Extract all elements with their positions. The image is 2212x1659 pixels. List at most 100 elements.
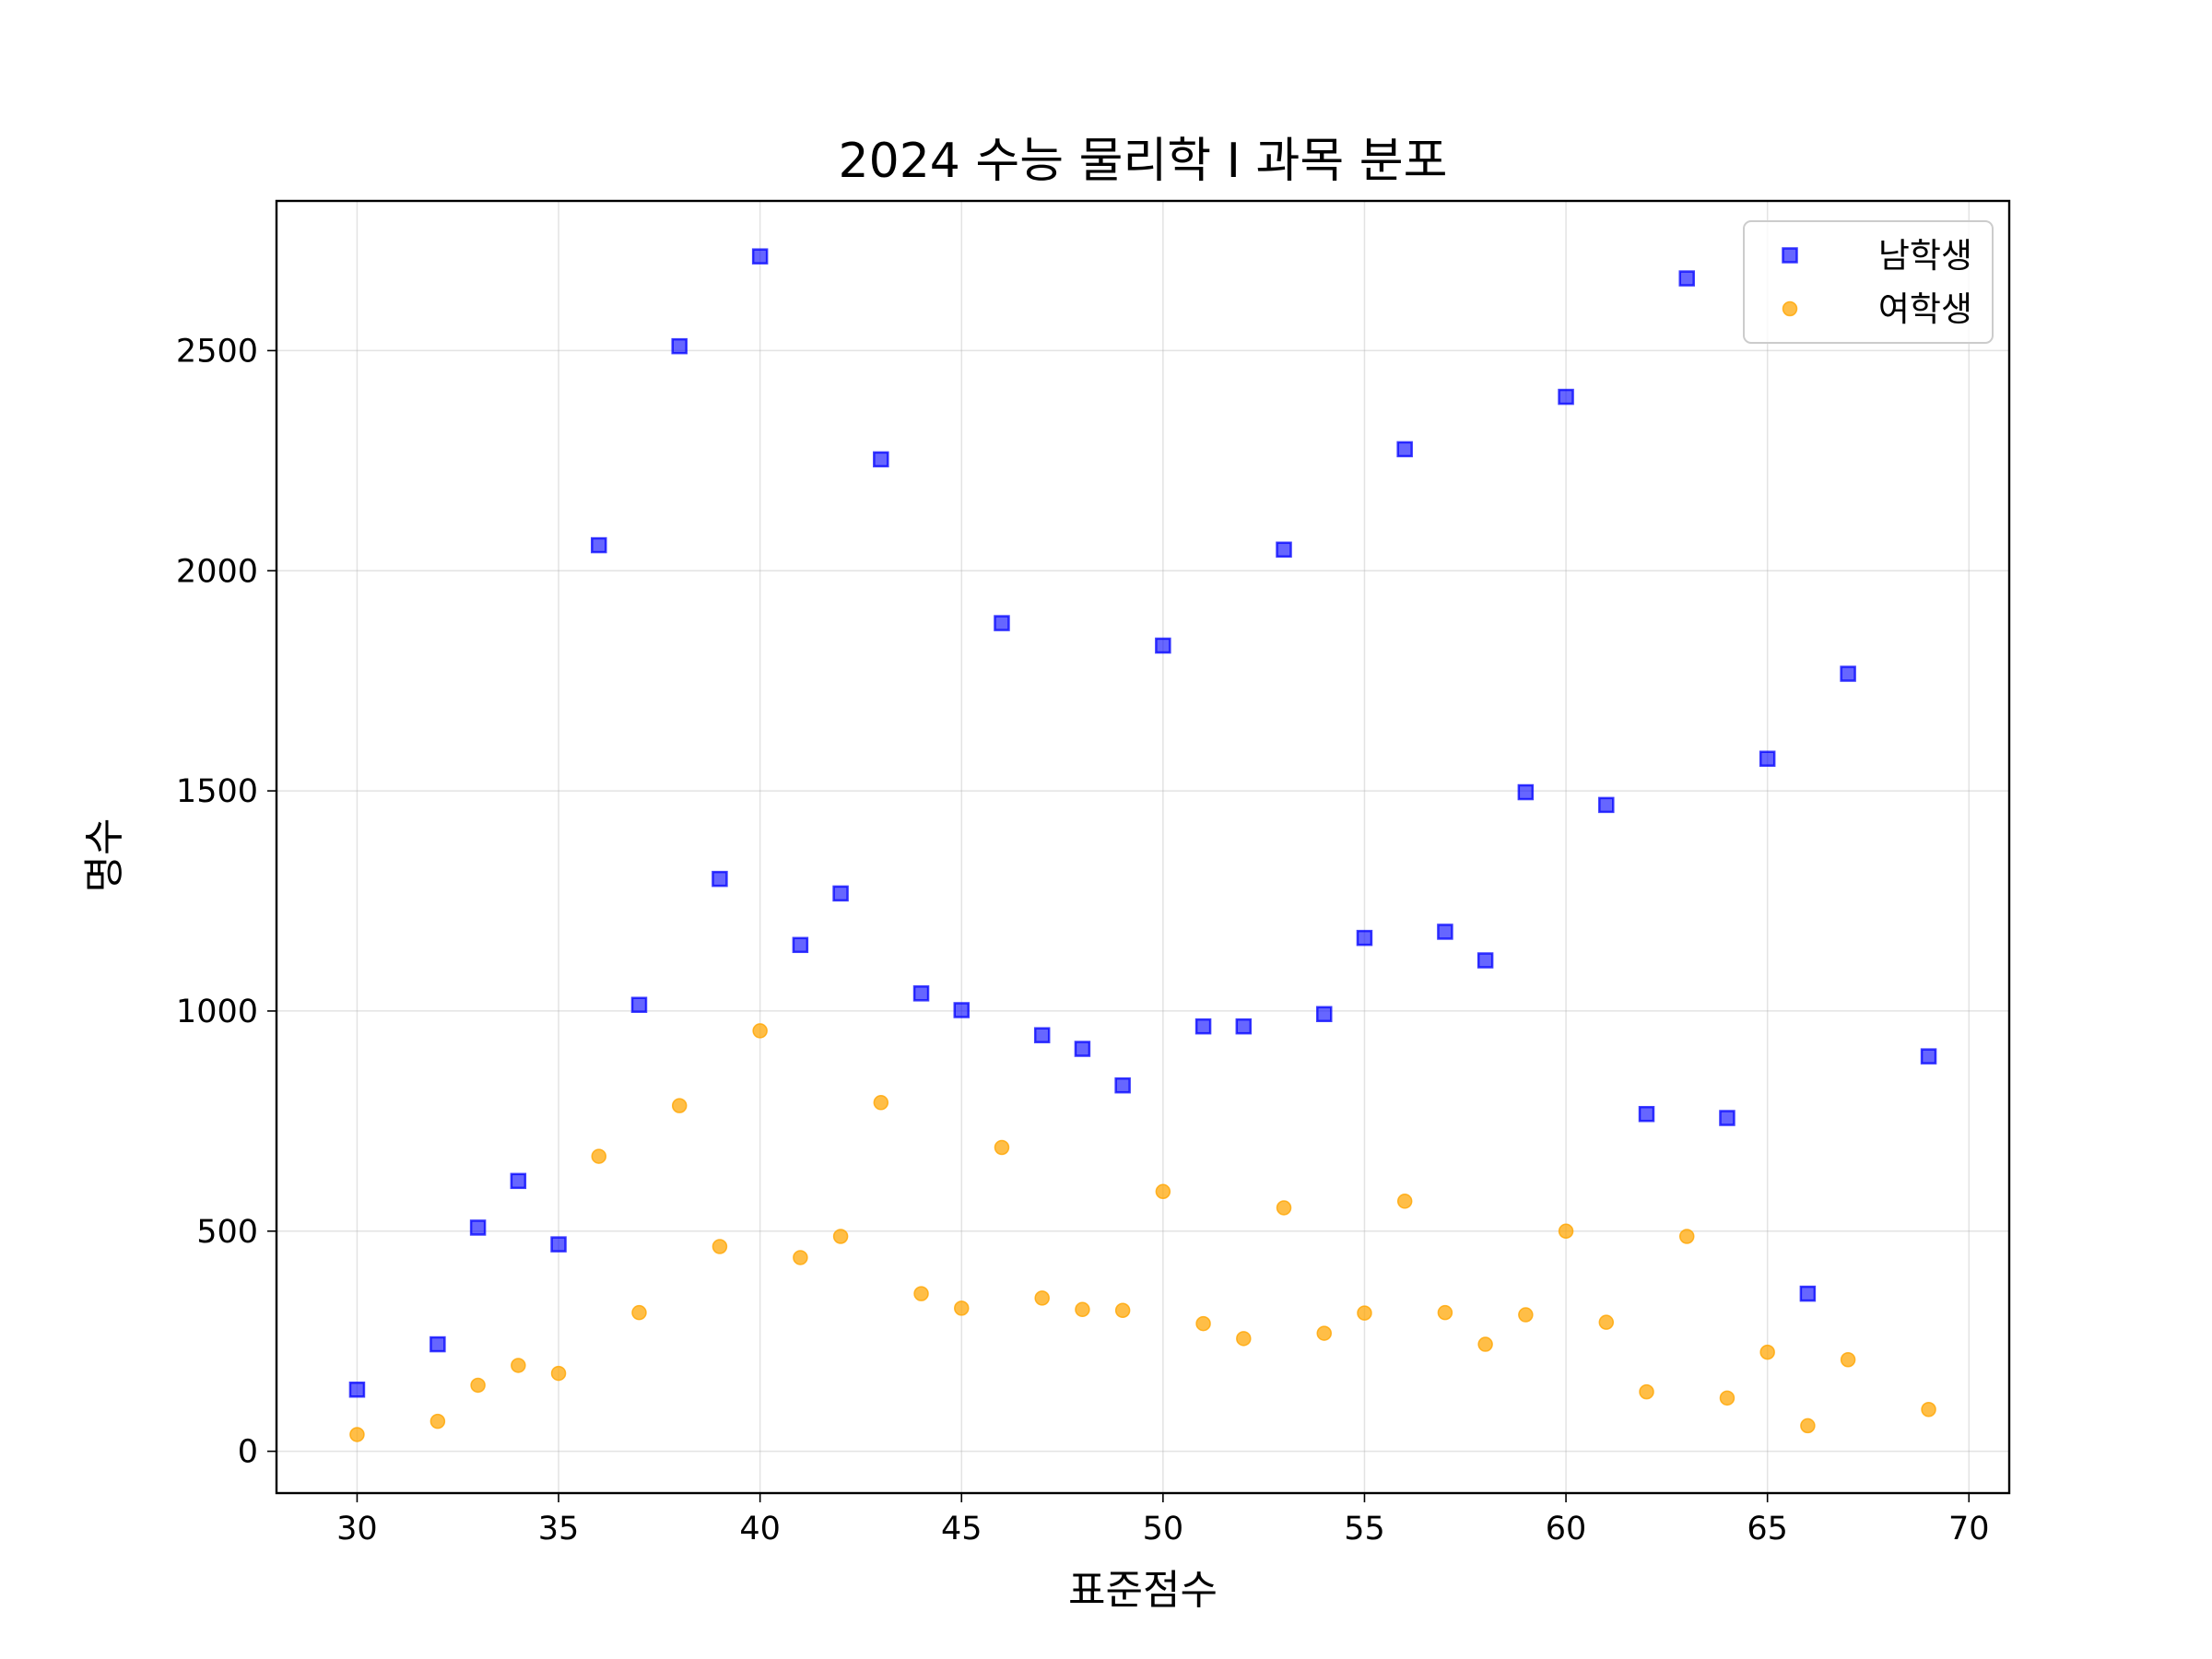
data-point: [751, 248, 769, 265]
data-point: [832, 1229, 849, 1244]
data-point: [1316, 1325, 1332, 1341]
data-point: [752, 1023, 768, 1039]
data-point: [591, 1148, 607, 1164]
data-point: [1315, 1006, 1333, 1023]
x-axis-title: 표준점수: [1068, 1567, 1218, 1614]
data-point: [1518, 1307, 1534, 1323]
data-point: [1638, 1105, 1655, 1123]
data-point: [913, 1286, 929, 1301]
data-point: [873, 1095, 889, 1111]
data-point: [712, 1239, 728, 1254]
data-point: [671, 1098, 688, 1113]
data-point: [349, 1427, 365, 1442]
data-point: [470, 1377, 486, 1394]
x-tick-label: 70: [1948, 1511, 1990, 1547]
data-point: [630, 996, 648, 1013]
axis-ticks: 30 35 40 45 50 55 60 65 70 0 500 1000 1500 2000 2500: [176, 333, 1990, 1547]
data-point: [1920, 1048, 1937, 1065]
data-point: [1195, 1315, 1211, 1332]
data-point: [1155, 637, 1171, 654]
data-point: [832, 885, 849, 902]
data-point: [1477, 1336, 1493, 1352]
data-point: [912, 985, 930, 1002]
data-point: [873, 451, 889, 468]
data-point: [1396, 441, 1413, 458]
data-point: [1114, 1077, 1131, 1094]
data-points: [348, 248, 1937, 1442]
x-tick-label: 55: [1344, 1511, 1385, 1547]
data-point: [511, 1358, 526, 1373]
chart-title: 2024 수능 물리학 I 과목 분포: [839, 134, 1448, 189]
data-point: [1194, 1018, 1212, 1035]
data-point: [1840, 1352, 1856, 1368]
legend-frame: [1743, 220, 1994, 344]
data-point: [348, 1381, 366, 1398]
data-point: [1357, 1305, 1372, 1321]
data-point: [1075, 1301, 1090, 1318]
data-point: [1276, 541, 1292, 559]
data-point: [1114, 1302, 1131, 1319]
data-point: [712, 870, 728, 888]
data-point: [1719, 1390, 1735, 1406]
data-point: [792, 936, 809, 954]
data-point: [550, 1365, 567, 1382]
data-point: [469, 1219, 487, 1236]
data-point: [510, 1172, 527, 1190]
data-point: [1639, 1383, 1654, 1400]
data-point: [429, 1335, 446, 1353]
y-tick-label: 1000: [176, 994, 258, 1030]
series-female: [349, 1023, 1936, 1442]
y-tick-label: 500: [196, 1214, 258, 1251]
y-tick-label: 2500: [176, 333, 258, 370]
data-point: [1276, 1200, 1292, 1216]
data-point: [671, 337, 688, 355]
data-point: [1759, 750, 1776, 767]
data-point: [1437, 924, 1453, 940]
grid: [276, 201, 2009, 1493]
data-point: [591, 536, 607, 554]
data-point: [1236, 1331, 1252, 1347]
legend-label: 남학생: [1878, 236, 1972, 276]
data-point: [1800, 1418, 1816, 1434]
data-point: [994, 1139, 1010, 1156]
data-point: [793, 1250, 808, 1265]
legend-marker: [1782, 247, 1798, 264]
data-point: [1074, 1041, 1091, 1057]
data-point: [1598, 1314, 1615, 1330]
y-tick-label: 1500: [176, 773, 258, 810]
series-male: [348, 248, 1937, 1398]
data-point: [1719, 1110, 1735, 1126]
x-tick-label: 35: [538, 1511, 580, 1547]
plot-area-frame: [275, 199, 2011, 1495]
data-point: [429, 1413, 446, 1430]
data-point: [994, 615, 1010, 631]
data-point: [1558, 1223, 1574, 1240]
data-point: [1678, 1229, 1695, 1244]
data-point: [550, 1236, 567, 1253]
data-point: [954, 1300, 970, 1316]
data-point: [1033, 1027, 1051, 1043]
data-point: [1840, 665, 1856, 682]
data-point: [1517, 783, 1535, 801]
x-tick-label: 65: [1747, 1511, 1788, 1547]
x-tick-label: 40: [739, 1511, 781, 1547]
x-tick-label: 60: [1546, 1511, 1587, 1547]
data-point: [1678, 270, 1695, 287]
data-point: [1396, 1194, 1413, 1209]
legend-marker: [1782, 300, 1798, 317]
data-point: [1558, 388, 1574, 406]
data-point: [1235, 1018, 1253, 1035]
data-point: [1759, 1344, 1775, 1360]
legend-label: 여학생: [1878, 289, 1972, 329]
data-point: [1356, 929, 1373, 947]
x-tick-label: 50: [1143, 1511, 1184, 1547]
y-tick-label: 2000: [176, 553, 258, 590]
x-tick-label: 30: [336, 1511, 378, 1547]
x-tick-label: 45: [941, 1511, 982, 1547]
data-point: [631, 1304, 647, 1321]
data-point: [1598, 796, 1615, 814]
data-point: [1437, 1304, 1453, 1321]
